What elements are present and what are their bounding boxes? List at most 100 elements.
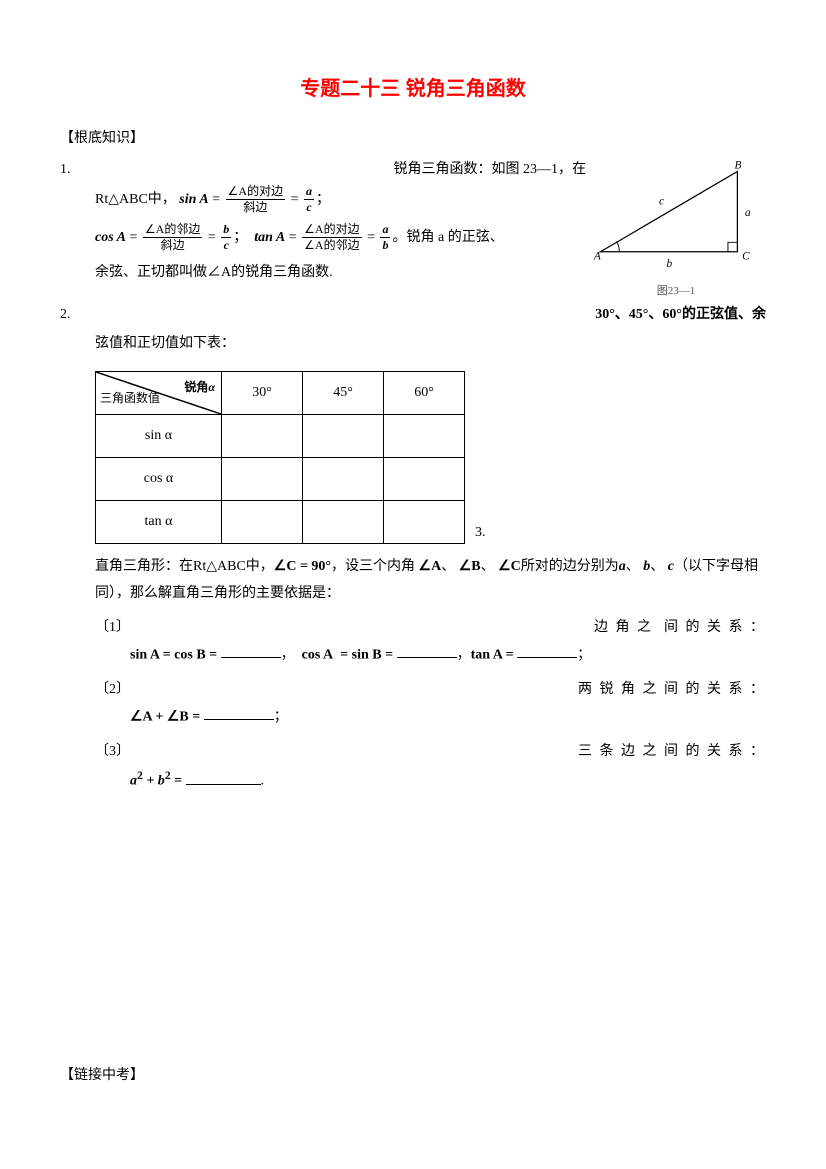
frac-ab: ab xyxy=(380,223,390,252)
cell xyxy=(222,458,303,501)
item1-num-row: 1. 锐角三角函数：如图 23—1，在 xyxy=(60,157,586,184)
lbl-c: c xyxy=(659,195,664,207)
table-head-row: 锐角α 三角函数值 30° 45° 60° xyxy=(96,372,465,415)
blank2[interactable] xyxy=(397,642,457,658)
lbl-B: B xyxy=(735,159,742,171)
lbl-A: A xyxy=(593,250,601,262)
sub3-right: 三 条 边 之 间 的 关 系 ： xyxy=(578,739,766,766)
item1-row: 1. 锐角三角函数：如图 23—1，在 Rt△ABC中， sin A = ∠A的… xyxy=(60,157,766,302)
diag-top: 锐角α xyxy=(184,376,215,399)
table-row: cos α xyxy=(96,458,465,501)
sub2-eq: ∠A + ∠B = ； xyxy=(130,704,766,731)
table-wrap: 锐角α 三角函数值 30° 45° 60° sin α cos α tan α … xyxy=(95,365,766,550)
blank3[interactable] xyxy=(517,642,577,658)
cell xyxy=(303,458,384,501)
eq3: = xyxy=(126,229,141,244)
blank4[interactable] xyxy=(204,704,274,720)
f4d: c xyxy=(221,238,231,252)
row-tan: tan α xyxy=(96,501,222,544)
sub2-row: 〔2〕 两 锐 角 之 间 的 关 系 ： xyxy=(95,677,766,704)
blank5[interactable] xyxy=(186,768,261,784)
cell xyxy=(384,458,465,501)
page-title: 专题二十三 锐角三角函数 xyxy=(60,70,766,108)
page: 专题二十三 锐角三角函数 【根底知识】 1. 锐角三角函数：如图 23—1，在 … xyxy=(0,0,826,1134)
sc2: ； xyxy=(233,229,247,244)
sub2-gap xyxy=(130,677,578,704)
sub3-gap xyxy=(130,739,578,766)
triangle-figure: A B C a b c 图23—1 xyxy=(586,157,766,302)
eq5: = xyxy=(285,229,300,244)
sub3-num: 〔3〕 xyxy=(95,739,130,766)
f3n: ∠A的邻边 xyxy=(143,223,202,238)
sub1-row: 〔1〕 边 角 之 间 的 关 系 ： xyxy=(95,615,766,642)
f2n: a xyxy=(304,185,314,200)
sub2e: ∠A + ∠B = xyxy=(130,709,204,724)
sinA: sin A xyxy=(179,192,208,207)
eq2: = xyxy=(291,192,302,207)
item1-formula1: Rt△ABC中， sin A = ∠A的对边斜边 = ac； xyxy=(95,185,586,214)
f6d: b xyxy=(380,238,390,252)
triangle-svg: A B C a b c xyxy=(591,157,761,271)
sub1-num: 〔1〕 xyxy=(95,615,130,642)
sub3-row: 〔3〕 三 条 边 之 间 的 关 系 ： xyxy=(95,739,766,766)
col-60: 60° xyxy=(384,372,465,415)
row-cos: cos α xyxy=(96,458,222,501)
cell xyxy=(384,415,465,458)
figure-caption: 图23—1 xyxy=(586,281,766,302)
cell xyxy=(303,415,384,458)
item3-para: 直角三角形：在Rt△ABC中，∠C = 90°，设三个内角 ∠A、 ∠B、 ∠C… xyxy=(95,554,766,607)
f5n: ∠A的对边 xyxy=(302,223,361,238)
sub1-gap xyxy=(130,615,594,642)
sub1-eq: sin A = cos B = ， cos A = sin B = ，tan A… xyxy=(130,642,766,669)
diag-bottom: 三角函数值 xyxy=(100,387,160,410)
cell xyxy=(222,501,303,544)
cell xyxy=(384,501,465,544)
lbl-a: a xyxy=(745,206,751,218)
eq4: = xyxy=(208,229,219,244)
f1d: 斜边 xyxy=(226,200,285,214)
item1-right-text: 锐角三角函数：如图 23—1，在 xyxy=(394,157,587,184)
item2-num: 2. xyxy=(60,302,95,329)
item3-num: 3. xyxy=(475,520,486,547)
section-base: 【根底知识】 xyxy=(60,126,766,153)
sub3-eq: a2 + b2 = . xyxy=(130,765,766,795)
tail1: 。锐角 a 的正弦、 xyxy=(392,229,503,244)
lbl-C: C xyxy=(742,250,750,262)
f4n: b xyxy=(221,223,231,238)
lbl-b: b xyxy=(667,257,673,269)
sub1e: sin A = cos B = xyxy=(130,647,221,662)
frac-bc: bc xyxy=(221,223,231,252)
f1n: ∠A的对边 xyxy=(226,185,285,200)
tanA: tan A xyxy=(254,229,285,244)
i3txt: 直角三角形：在Rt△ABC中，∠C = 90°，设三个内角 ∠A、 ∠B、 ∠C… xyxy=(95,559,758,601)
sub3e: a xyxy=(130,774,137,789)
f5d: ∠A的邻边 xyxy=(302,238,361,252)
sc1: ； xyxy=(316,192,330,207)
item1-text: 1. 锐角三角函数：如图 23—1，在 Rt△ABC中， sin A = ∠A的… xyxy=(60,157,586,295)
frac-a-opp2: ∠A的对边∠A的邻边 xyxy=(302,223,361,252)
spacer xyxy=(60,803,766,1063)
eq6: = xyxy=(367,229,378,244)
item2-row: 2. 30°、45°、60°的正弦值、余 xyxy=(60,302,766,329)
cell xyxy=(303,501,384,544)
sub1-right: 边 角 之 间 的 关 系 ： xyxy=(594,615,766,642)
zh-1: 中， xyxy=(148,192,176,207)
frac-a-opp: ∠A的对边斜边 xyxy=(226,185,285,214)
sub2-num: 〔2〕 xyxy=(95,677,130,704)
blank1[interactable] xyxy=(221,642,281,658)
col-30: 30° xyxy=(222,372,303,415)
frac-ac: ac xyxy=(304,185,314,214)
sub2-right: 两 锐 角 之 间 的 关 系 ： xyxy=(578,677,766,704)
diag-cell: 锐角α 三角函数值 xyxy=(96,372,222,415)
item2-para: 弦值和正切值如下表： xyxy=(95,331,766,358)
row-sin: sin α xyxy=(96,415,222,458)
frac-a-adj: ∠A的邻边斜边 xyxy=(143,223,202,252)
section-link: 【链接中考】 xyxy=(60,1063,766,1090)
cosA: cos A xyxy=(95,229,126,244)
item1-formula2: cos A = ∠A的邻边斜边 = bc； tan A = ∠A的对边∠A的邻边… xyxy=(95,223,586,252)
f2d: c xyxy=(304,200,314,214)
cell xyxy=(222,415,303,458)
table-row: tan α xyxy=(96,501,465,544)
rt-abc: Rt△ABC xyxy=(95,192,148,207)
eq1: = xyxy=(209,192,224,207)
